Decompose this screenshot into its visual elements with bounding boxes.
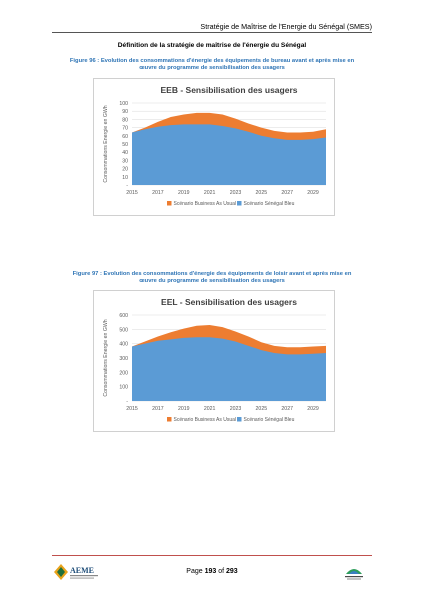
figure-96-caption: Figure 96 : Evolution des consommations … — [55, 58, 369, 72]
page-number: Page 193 of 293 — [0, 568, 424, 575]
y-tick-label: 300 — [119, 356, 128, 362]
chart-title: EEL - Sensibilisation des usagers — [161, 297, 297, 307]
legend-swatch — [237, 417, 242, 422]
x-tick-label: 2019 — [178, 406, 190, 412]
chart-eel: EEL - Sensibilisation des usagers - 100 200… — [93, 290, 335, 432]
y-tick-label: 600 — [119, 313, 128, 319]
page-sep: of — [216, 568, 227, 575]
x-tick-label: 2029 — [307, 406, 319, 412]
section-title: Définition de la stratégie de maîtrise d… — [117, 42, 307, 49]
y-tick-label: 70 — [122, 126, 128, 132]
header-title: Stratégie de Maîtrise de l'Energie du Sé… — [200, 22, 372, 31]
x-tick-label: 2015 — [126, 406, 138, 412]
x-tick-label: 2027 — [281, 406, 293, 412]
legend-swatch — [237, 201, 242, 206]
aeme-logo-text: AEME — [70, 566, 94, 575]
x-tick-label: 2029 — [307, 190, 319, 196]
x-tick-label: 2023 — [230, 190, 242, 196]
y-tick-label: 80 — [122, 117, 128, 123]
page-total: 293 — [226, 568, 238, 575]
area-series-senegal-bleu — [132, 337, 326, 401]
y-tick-label: 10 — [122, 175, 128, 181]
x-tick-label: 2027 — [281, 190, 293, 196]
y-axis-label: Consommations Energie en GWh — [103, 105, 109, 182]
page-current: 193 — [204, 568, 217, 575]
y-tick-label: 400 — [119, 342, 128, 348]
y-tick-label: 40 — [122, 150, 128, 156]
x-tick-label: 2017 — [152, 406, 164, 412]
chart-eel-svg: EEL - Sensibilisation des usagers - 100 200… — [103, 297, 326, 423]
y-tick-label: 50 — [122, 142, 128, 148]
figure-96-caption-line1: Figure 96 : Evolution des consommations … — [69, 58, 355, 64]
legend-label: Scénario Sénégal Bleu — [244, 201, 295, 207]
x-tick-label: 2025 — [256, 190, 268, 196]
x-tick-label: 2017 — [152, 190, 164, 196]
area-series-senegal-bleu — [132, 124, 326, 185]
y-tick-label: 100 — [119, 385, 128, 391]
aeme-logo: AEME — [54, 564, 98, 580]
aeme-logo-subline1 — [70, 575, 98, 577]
y-tick-label: - — [126, 399, 128, 405]
page-prefix: Page — [186, 568, 205, 575]
y-tick-label: 500 — [119, 327, 128, 333]
legend-label: Scénario Business As Usual — [174, 201, 237, 207]
partner-logo-line1 — [345, 576, 363, 578]
figure-97-caption: Figure 97 : Evolution des consommations … — [55, 271, 369, 285]
y-tick-label: 60 — [122, 134, 128, 140]
y-tick-label: 30 — [122, 158, 128, 164]
header-divider — [52, 32, 372, 33]
x-tick-label: 2021 — [204, 406, 216, 412]
chart-eeb: EEB - Sensibilisation des usagers - 10 20 30… — [93, 78, 335, 216]
y-tick-label: 200 — [119, 370, 128, 376]
aeme-logo-subline2 — [70, 577, 94, 579]
partner-logo-line2 — [347, 578, 361, 580]
x-tick-label: 2021 — [204, 190, 216, 196]
figure-96-caption-line2: œuvre du programme de sensibilisation de… — [139, 65, 285, 72]
x-tick-label: 2015 — [126, 190, 138, 196]
partner-logo — [345, 569, 363, 580]
figure-97-caption-line2: œuvre du programme de sensibilisation de… — [139, 278, 285, 285]
partner-logo-drop — [349, 571, 359, 574]
y-tick-label: 20 — [122, 167, 128, 173]
chart-title: EEB - Sensibilisation des usagers — [161, 85, 298, 95]
legend-label: Scénario Business As Usual — [174, 417, 237, 423]
legend-label: Scénario Sénégal Bleu — [244, 417, 295, 423]
chart-eeb-svg: EEB - Sensibilisation des usagers - 10 20 30… — [103, 85, 326, 207]
x-tick-label: 2025 — [256, 406, 268, 412]
y-tick-label: - — [126, 183, 128, 189]
x-tick-label: 2023 — [230, 406, 242, 412]
aeme-logo-diamond-inner — [57, 567, 65, 577]
y-axis-label: Consommations Energie en GWh — [103, 319, 109, 396]
legend-swatch — [167, 417, 172, 422]
x-tick-label: 2019 — [178, 190, 190, 196]
y-tick-label: 90 — [122, 109, 128, 115]
legend-swatch — [167, 201, 172, 206]
y-tick-label: 100 — [119, 101, 128, 107]
footer-divider — [52, 555, 372, 556]
figure-97-caption-line1: Figure 97 : Evolution des consommations … — [72, 271, 352, 277]
